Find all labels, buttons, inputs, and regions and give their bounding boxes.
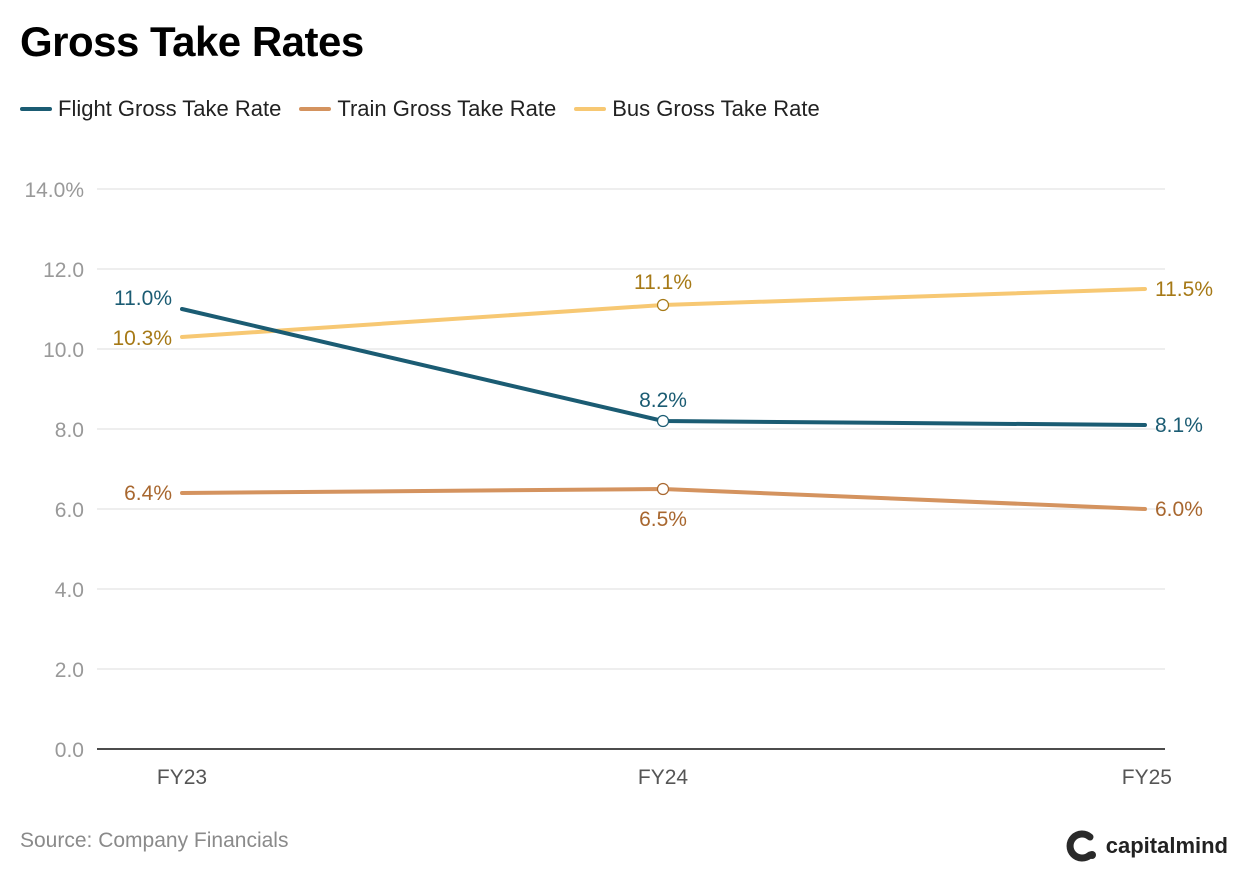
legend-item-train: Train Gross Take Rate <box>299 96 556 122</box>
capitalmind-logo-icon <box>1066 830 1096 862</box>
legend-label-train: Train Gross Take Rate <box>337 96 557 121</box>
y-tick-label: 6.0 <box>55 499 84 522</box>
data-label: 11.5% <box>1155 278 1213 301</box>
legend-item-bus: Bus Gross Take Rate <box>574 96 820 122</box>
legend-swatch-train <box>299 107 332 111</box>
data-label: 6.4% <box>124 482 172 505</box>
legend-item-flight: Flight Gross Take Rate <box>20 96 281 122</box>
data-point <box>656 482 670 496</box>
data-point <box>656 414 670 428</box>
chart-title: Gross Take Rates <box>20 18 364 65</box>
series-layer <box>180 287 1147 511</box>
y-tick-label: 0.0 <box>55 739 84 762</box>
chart-legend: Flight Gross Take Rate Train Gross Take … <box>20 96 838 122</box>
data-label: 6.5% <box>639 508 687 531</box>
grid-layer: 0.0 2.0 4.0 6.0 8.0 10.0 12.0 14.0% FY23 FY24 FY25 <box>24 179 1172 789</box>
y-tick-label: 10.0 <box>43 339 84 362</box>
data-label: 11.1% <box>634 271 692 294</box>
source-note: Source: Company Financials <box>20 829 289 852</box>
y-tick-label: 12.0 <box>43 259 84 282</box>
x-tick-label: FY25 <box>1122 766 1172 789</box>
data-label: 8.2% <box>639 389 687 412</box>
brand-name: capitalmind <box>1105 833 1228 858</box>
x-tick-label: FY24 <box>638 766 689 789</box>
y-tick-label: 2.0 <box>55 659 84 682</box>
series-line <box>180 287 1147 339</box>
data-point <box>656 298 670 312</box>
y-tick-label: 8.0 <box>55 419 84 442</box>
data-label: 6.0% <box>1155 498 1203 521</box>
y-tick-label: 14.0% <box>24 179 84 202</box>
label-layer: 11.0% 8.2% 8.1% 6.4% 6.5% 6.0% 10.3% 11.1% 11.5% <box>112 271 1213 531</box>
brand-logo: capitalmind <box>1064 828 1228 864</box>
legend-swatch-bus <box>574 107 607 111</box>
data-label: 10.3% <box>112 327 172 350</box>
legend-label-bus: Bus Gross Take Rate <box>612 96 820 121</box>
legend-swatch-flight <box>20 107 52 111</box>
legend-label-flight: Flight Gross Take Rate <box>58 96 282 121</box>
data-label: 8.1% <box>1155 414 1203 437</box>
data-label: 11.0% <box>114 287 172 310</box>
x-tick-label: FY23 <box>157 766 207 789</box>
y-tick-label: 4.0 <box>55 579 84 602</box>
